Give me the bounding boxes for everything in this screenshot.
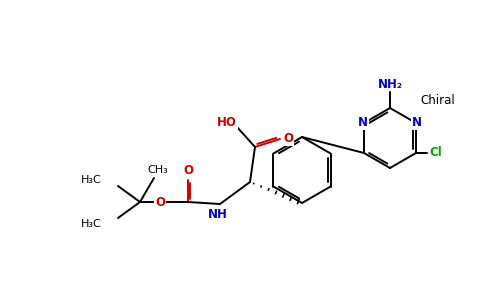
Text: N: N xyxy=(412,116,422,130)
Text: CH₃: CH₃ xyxy=(148,165,168,175)
Text: Cl: Cl xyxy=(430,146,442,160)
Text: Chiral: Chiral xyxy=(421,94,455,107)
Text: O: O xyxy=(155,196,165,208)
Text: H₃C: H₃C xyxy=(81,175,102,185)
Text: O: O xyxy=(183,164,193,176)
Text: O: O xyxy=(283,133,293,146)
Text: NH: NH xyxy=(208,208,228,220)
Text: HO: HO xyxy=(217,116,237,128)
Text: N: N xyxy=(358,116,368,130)
Text: H₃C: H₃C xyxy=(81,219,102,229)
Text: NH₂: NH₂ xyxy=(378,77,403,91)
